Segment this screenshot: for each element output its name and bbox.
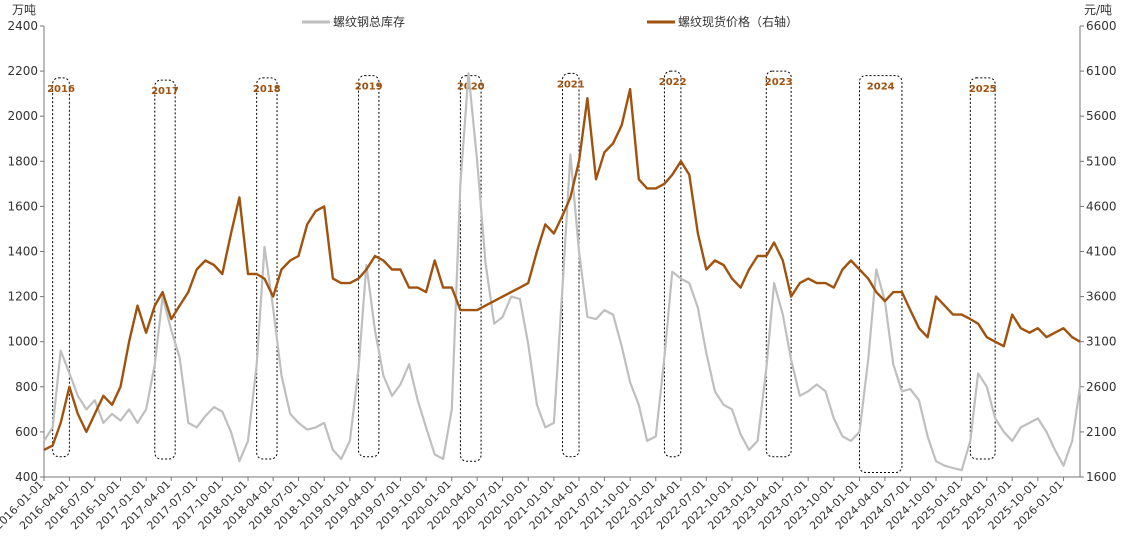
right-tick-label: 6600 (1086, 19, 1117, 33)
left-tick-label: 1600 (7, 199, 38, 213)
price-line (43, 87, 1081, 451)
legend-label-inventory: 螺纹钢总库存 (333, 14, 405, 29)
season-box-label: 2018 (253, 84, 281, 95)
right-tick-label: 3600 (1086, 290, 1117, 304)
right-tick-label: 2600 (1086, 380, 1117, 394)
left-tick-label: 800 (15, 380, 38, 394)
left-axis-unit: 万吨 (12, 3, 36, 17)
right-tick-label: 6100 (1086, 64, 1117, 78)
season-boxes: 2016 2017 2018 2019 2020 2021 2022 2023 2024 2025 (47, 70, 997, 473)
season-box-label: 2023 (765, 77, 793, 88)
season-box-label: 2022 (659, 77, 687, 88)
season-box-label: 2016 (47, 84, 75, 95)
right-tick-label: 4100 (1086, 245, 1117, 259)
season-box-label: 2021 (557, 79, 585, 90)
left-tick-label: 2000 (7, 109, 38, 123)
axes: 400 600 800 1000 1200 1400 1600 1800 2000 2200 240… (7, 19, 1116, 484)
x-tick-labels: 2016-01-012016-04-012016-07-012016-10-01… (0, 477, 1066, 532)
left-tick-label: 2200 (7, 64, 38, 78)
season-box (52, 77, 70, 458)
season-box (765, 70, 792, 458)
season-box (358, 75, 380, 458)
left-tick-label: 400 (15, 470, 38, 484)
left-tick-label: 1800 (7, 154, 38, 168)
right-tick-label: 3100 (1086, 335, 1117, 349)
season-box (256, 77, 278, 460)
left-tick-label: 1200 (7, 290, 38, 304)
season-box (859, 75, 903, 473)
season-box-label: 2017 (151, 86, 179, 97)
series-lines (43, 72, 1082, 472)
legend: 螺纹钢总库存 螺纹现货价格（右轴） (302, 14, 798, 29)
left-tick-label: 2400 (7, 19, 38, 33)
season-box (663, 70, 682, 458)
right-tick-label: 4600 (1086, 199, 1117, 213)
season-box-label: 2024 (867, 82, 895, 93)
season-box-label: 2025 (969, 84, 997, 95)
season-box (562, 72, 580, 458)
right-tick-label: 1600 (1086, 470, 1117, 484)
right-tick-label: 5600 (1086, 109, 1117, 123)
left-tick-label: 1000 (7, 335, 38, 349)
season-box (154, 79, 176, 460)
right-tick-label: 2100 (1086, 425, 1117, 439)
right-tick-label: 5100 (1086, 154, 1117, 168)
season-box-label: 2019 (355, 82, 383, 93)
inventory-line (43, 72, 1082, 472)
legend-label-price: 螺纹现货价格（右轴） (678, 14, 798, 29)
left-tick-label: 1400 (7, 245, 38, 259)
season-box (459, 75, 482, 462)
left-tick-label: 600 (15, 425, 38, 439)
right-axis-unit: 元/吨 (1084, 3, 1112, 17)
